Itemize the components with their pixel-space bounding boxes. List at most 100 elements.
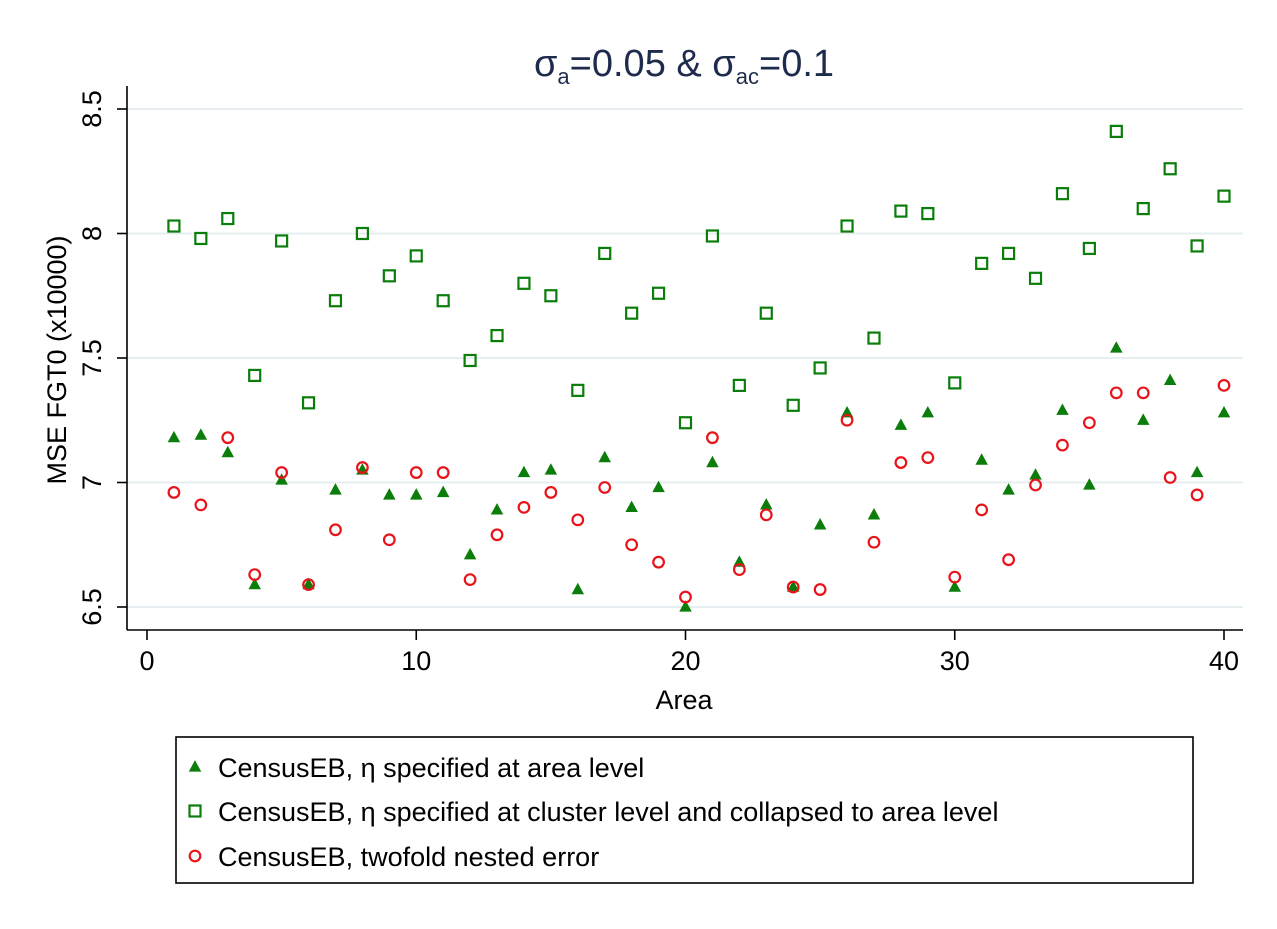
point-square-36 bbox=[1109, 124, 1123, 139]
point-triangle-4 bbox=[248, 577, 261, 590]
point-triangle-18 bbox=[625, 500, 638, 513]
point-circle-7 bbox=[329, 523, 342, 537]
x-tick-label-4: 40 bbox=[1209, 646, 1239, 676]
point-square-6 bbox=[301, 396, 316, 410]
point-triangle-34 bbox=[1056, 403, 1069, 415]
legend-label-triangle: CensusEB, η specified at area level bbox=[218, 753, 644, 783]
point-triangle-33 bbox=[1029, 468, 1042, 480]
point-circle-14 bbox=[517, 501, 531, 514]
point-triangle-32 bbox=[1002, 483, 1015, 495]
point-triangle-7 bbox=[329, 483, 342, 495]
point-triangle-9 bbox=[383, 488, 396, 500]
title-sigma-ac: σ bbox=[712, 43, 735, 85]
point-triangle-25 bbox=[813, 518, 827, 530]
point-square-24 bbox=[786, 398, 800, 412]
point-triangle-23 bbox=[760, 498, 773, 510]
point-triangle-21 bbox=[706, 455, 719, 468]
point-circle-11 bbox=[436, 466, 450, 479]
legend-item-circle: CensusEB, twofold nested error bbox=[188, 842, 599, 872]
point-circle-40 bbox=[1217, 378, 1231, 392]
point-square-19 bbox=[651, 286, 666, 300]
point-square-35 bbox=[1082, 241, 1096, 256]
legend-item-square: CensusEB, η specified at cluster level a… bbox=[188, 797, 998, 827]
point-circle-17 bbox=[598, 481, 612, 494]
point-triangle-31 bbox=[975, 453, 988, 465]
point-circle-22 bbox=[732, 563, 746, 577]
y-axis-title: MSE FGT0 (x10000) bbox=[42, 235, 72, 484]
point-triangle-29 bbox=[921, 405, 935, 418]
point-square-9 bbox=[382, 269, 396, 283]
point-triangle-15 bbox=[544, 463, 558, 475]
point-square-28 bbox=[894, 204, 908, 218]
point-square-12 bbox=[463, 353, 477, 368]
point-triangle-16 bbox=[571, 582, 585, 595]
point-square-4 bbox=[248, 368, 262, 383]
point-square-15 bbox=[544, 289, 558, 303]
point-square-5 bbox=[275, 234, 289, 248]
y-tick-label-1: 7 bbox=[77, 475, 107, 490]
point-square-26 bbox=[840, 219, 854, 233]
point-circle-24 bbox=[786, 580, 800, 594]
point-square-27 bbox=[867, 331, 881, 345]
chart-title: σa=0.05 & σac=0.1 bbox=[534, 43, 834, 89]
point-square-30 bbox=[948, 376, 962, 390]
point-triangle-24 bbox=[786, 580, 800, 592]
point-circle-5 bbox=[275, 466, 289, 479]
point-square-11 bbox=[436, 294, 450, 308]
point-square-8 bbox=[355, 226, 369, 241]
point-circle-38 bbox=[1163, 471, 1177, 484]
point-triangle-39 bbox=[1190, 465, 1204, 478]
point-square-37 bbox=[1136, 202, 1150, 216]
point-triangle-2 bbox=[194, 428, 208, 440]
point-triangle-1 bbox=[167, 430, 181, 443]
point-circle-16 bbox=[571, 513, 585, 527]
point-square-13 bbox=[490, 328, 504, 343]
point-square-38 bbox=[1163, 162, 1177, 176]
point-triangle-37 bbox=[1136, 413, 1150, 425]
point-circle-3 bbox=[221, 431, 235, 445]
legend-marker-triangle bbox=[188, 760, 202, 772]
x-tick-label-3: 30 bbox=[940, 646, 970, 676]
point-square-29 bbox=[921, 206, 935, 221]
point-circle-36 bbox=[1109, 386, 1123, 400]
point-circle-1 bbox=[167, 486, 181, 499]
point-circle-28 bbox=[894, 456, 908, 469]
point-circle-18 bbox=[625, 538, 639, 552]
legend: CensusEB, η specified at area level Censu… bbox=[175, 736, 1194, 884]
point-triangle-22 bbox=[733, 555, 746, 567]
point-triangle-17 bbox=[598, 450, 611, 463]
y-tick-label-3: 8 bbox=[77, 226, 107, 241]
legend-marker-circle bbox=[188, 849, 202, 863]
point-square-2 bbox=[194, 231, 208, 246]
point-circle-29 bbox=[921, 451, 935, 465]
series-square bbox=[167, 124, 1231, 430]
point-triangle-26 bbox=[840, 405, 854, 418]
title-subscript-ac: ac bbox=[736, 64, 759, 89]
point-circle-30 bbox=[948, 570, 962, 584]
point-triangle-28 bbox=[894, 418, 908, 430]
title-sigma-a: σ bbox=[534, 43, 557, 85]
point-square-1 bbox=[167, 219, 181, 233]
point-circle-6 bbox=[302, 578, 315, 591]
point-circle-26 bbox=[840, 413, 854, 427]
point-square-39 bbox=[1190, 239, 1204, 253]
point-circle-39 bbox=[1190, 488, 1204, 502]
point-square-21 bbox=[705, 229, 720, 243]
legend-label-square: CensusEB, η specified at cluster level a… bbox=[218, 797, 998, 827]
point-triangle-11 bbox=[436, 485, 450, 498]
point-triangle-20 bbox=[679, 600, 692, 612]
point-triangle-35 bbox=[1083, 478, 1096, 490]
series-circle bbox=[167, 378, 1231, 604]
point-square-16 bbox=[571, 383, 585, 397]
point-square-10 bbox=[409, 249, 423, 263]
point-square-40 bbox=[1217, 189, 1231, 203]
title-subscript-a: a bbox=[557, 64, 570, 89]
point-square-25 bbox=[813, 361, 827, 375]
point-circle-2 bbox=[194, 498, 208, 512]
legend-box bbox=[175, 736, 1194, 884]
point-circle-10 bbox=[409, 466, 423, 479]
x-axis-title: Area bbox=[655, 685, 713, 715]
point-triangle-19 bbox=[652, 480, 665, 493]
title-middle: =0.05 & bbox=[570, 43, 713, 85]
